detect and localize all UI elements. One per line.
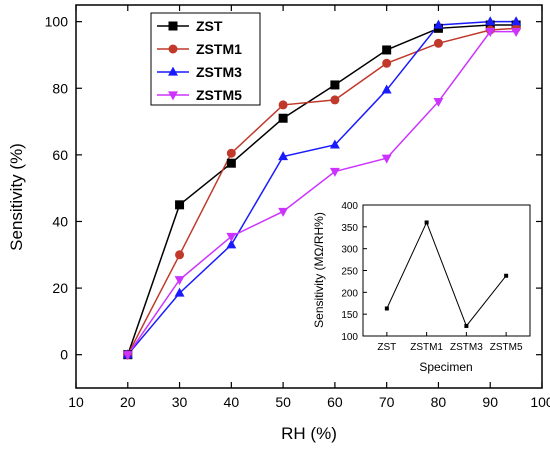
data-point-zstm1	[278, 100, 288, 110]
data-point-zst	[382, 45, 392, 55]
main-x-axis-title: RH (%)	[281, 424, 337, 443]
data-point-zstm5	[329, 167, 340, 177]
legend-label-zstm5: ZSTM5	[196, 87, 242, 103]
inset-x-tick-label: ZST	[377, 342, 396, 353]
data-point-zstm1	[382, 58, 392, 68]
x-tick-label: 30	[172, 394, 188, 410]
y-tick-label: 60	[52, 147, 68, 163]
inset-series-line	[386, 221, 507, 327]
legend-label-zstm1: ZSTM1	[196, 41, 242, 57]
x-tick-label: 40	[224, 394, 240, 410]
x-tick-label: 10	[68, 394, 84, 410]
x-tick-label: 50	[275, 394, 291, 410]
legend-marker-zstm1	[168, 44, 178, 54]
main-series-group	[122, 16, 522, 361]
data-point-zstm5	[485, 28, 496, 38]
inset-x-tick-label: ZSTM3	[450, 342, 483, 353]
x-tick-label: 20	[120, 394, 136, 410]
inset-plot-frame	[362, 204, 531, 337]
y-tick-label: 20	[52, 280, 68, 296]
data-point-zstm3	[226, 239, 237, 249]
x-tick-label: 100	[530, 394, 550, 410]
inset-data-point	[504, 273, 509, 278]
legend-label-zstm3: ZSTM3	[196, 64, 242, 80]
y-tick-label: 100	[45, 14, 69, 30]
data-point-zstm3	[511, 16, 522, 26]
main-plot-frame	[75, 4, 543, 389]
data-point-zstm5	[278, 207, 289, 217]
y-tick-label: 40	[52, 213, 68, 229]
data-point-zst	[278, 113, 288, 123]
data-point-zstm1	[330, 95, 340, 105]
inset-data-point	[384, 306, 389, 311]
inset-y-tick-label: 200	[341, 288, 358, 299]
data-point-zstm3	[485, 16, 496, 26]
inset-x-tick-label: ZSTM1	[410, 342, 443, 353]
x-tick-label: 90	[482, 394, 498, 410]
data-point-zstm5	[381, 154, 392, 164]
data-point-zst	[175, 200, 185, 210]
data-point-zstm1	[226, 148, 236, 158]
x-tick-label: 80	[431, 394, 447, 410]
x-tick-label: 70	[379, 394, 395, 410]
data-point-zstm3	[433, 19, 444, 29]
inset-y-tick-label: 150	[341, 310, 358, 321]
data-point-zstm3	[329, 139, 340, 149]
data-point-zstm5	[226, 232, 237, 242]
legend-marker-zstm5	[168, 91, 178, 101]
inset-y-tick-label: 400	[341, 201, 358, 212]
data-point-zstm1	[433, 38, 443, 48]
data-point-zstm3	[381, 84, 392, 94]
inset-y-tick-label: 350	[341, 223, 358, 234]
legend-label-zst: ZST	[196, 18, 223, 34]
data-point-zst	[226, 158, 236, 168]
inset-y-axis-title: Sensitivity (MΩ/RH%)	[312, 212, 326, 328]
x-tick-label: 60	[327, 394, 343, 410]
inset-data-point	[424, 220, 429, 225]
inset-axes: 100 150 200 250 300 350 400 ZST ZSTM1 ZSTM3 ZSTM5	[341, 201, 523, 353]
data-point-zstm3	[174, 287, 185, 297]
data-point-zst	[330, 80, 340, 90]
legend-marker-zstm3	[168, 66, 178, 76]
main-y-axis-title: Sensitivity (%)	[7, 143, 26, 251]
data-point-zstm5	[433, 97, 444, 107]
data-point-zstm5	[511, 28, 522, 38]
y-tick-label: 0	[60, 347, 68, 363]
inset-x-tick-label: ZSTM5	[490, 342, 523, 353]
inset-y-tick-label: 100	[341, 332, 358, 343]
inset-y-tick-label: 300	[341, 245, 358, 256]
inset-data-point	[464, 323, 469, 328]
main-axes: 10 20 30 40 50 60 70 80 90 100 0 20 40 60 80 100	[45, 5, 550, 410]
legend-marker-zst	[168, 21, 178, 31]
legend: ZST ZSTM1 ZSTM3 ZSTM5	[157, 18, 242, 103]
inset-y-tick-label: 250	[341, 267, 358, 278]
data-point-zstm5	[122, 351, 133, 361]
y-tick-label: 80	[52, 80, 68, 96]
data-point-zstm1	[175, 250, 185, 260]
data-point-zstm5	[174, 276, 185, 286]
inset-series-group	[384, 220, 509, 328]
data-point-zstm3	[278, 151, 289, 161]
inset-x-axis-title: Specimen	[419, 360, 472, 374]
